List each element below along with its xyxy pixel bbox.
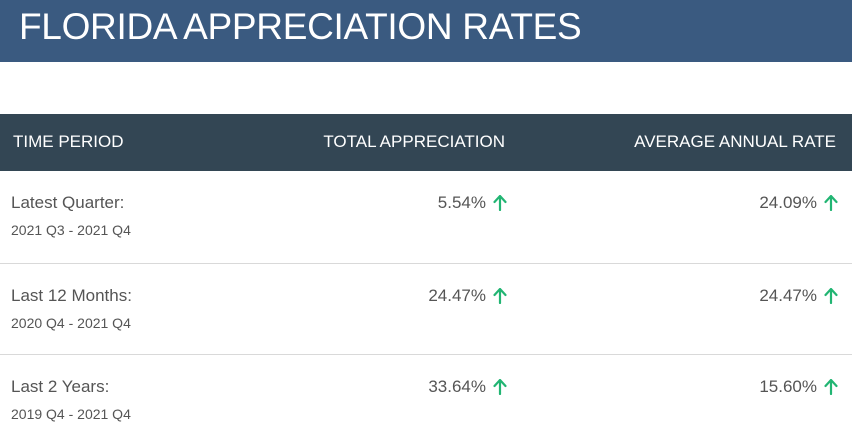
- up-arrow-icon: [824, 379, 838, 395]
- average-annual-rate-value: 15.60%: [759, 376, 838, 398]
- average-annual-rate-value: 24.09%: [759, 192, 838, 214]
- average-annual-rate-text: 15.60%: [759, 377, 817, 396]
- total-appreciation-value: 24.47%: [428, 285, 507, 307]
- period-range: 2021 Q3 - 2021 Q4: [11, 222, 131, 238]
- table-row: Last 2 Years: 2019 Q4 - 2021 Q4 33.64% 1…: [0, 355, 852, 429]
- total-appreciation-text: 24.47%: [428, 286, 486, 305]
- up-arrow-icon: [824, 195, 838, 211]
- average-annual-rate-text: 24.47%: [759, 286, 817, 305]
- total-appreciation-text: 5.54%: [437, 193, 486, 212]
- total-appreciation-value: 5.54%: [438, 192, 507, 214]
- period-label: Last 12 Months:: [11, 286, 132, 305]
- average-annual-rate-value: 24.47%: [759, 285, 838, 307]
- period-label: Latest Quarter:: [11, 193, 125, 212]
- up-arrow-icon: [493, 195, 507, 211]
- period-range: 2020 Q4 - 2021 Q4: [11, 315, 131, 331]
- header-time-period: TIME PERIOD: [13, 132, 124, 151]
- table-row: Latest Quarter: 2021 Q3 - 2021 Q4 5.54% …: [0, 171, 852, 263]
- up-arrow-icon: [493, 379, 507, 395]
- title-bar: FLORIDA APPRECIATION RATES: [0, 0, 852, 62]
- up-arrow-icon: [824, 288, 838, 304]
- page-title: FLORIDA APPRECIATION RATES: [19, 6, 582, 47]
- total-appreciation-text: 33.64%: [428, 377, 486, 396]
- header-average-annual-rate: AVERAGE ANNUAL RATE: [634, 132, 836, 151]
- table-row: Last 12 Months: 2020 Q4 - 2021 Q4 24.47%…: [0, 264, 852, 356]
- total-appreciation-value: 33.64%: [428, 376, 507, 398]
- header-total-appreciation: TOTAL APPRECIATION: [323, 132, 505, 151]
- row-divider: [0, 354, 852, 355]
- row-divider: [0, 263, 852, 264]
- average-annual-rate-text: 24.09%: [759, 193, 817, 212]
- period-label: Last 2 Years:: [11, 377, 110, 396]
- period-range: 2019 Q4 - 2021 Q4: [11, 406, 131, 422]
- up-arrow-icon: [493, 288, 507, 304]
- table-header: TIME PERIOD TOTAL APPRECIATION AVERAGE A…: [0, 114, 852, 171]
